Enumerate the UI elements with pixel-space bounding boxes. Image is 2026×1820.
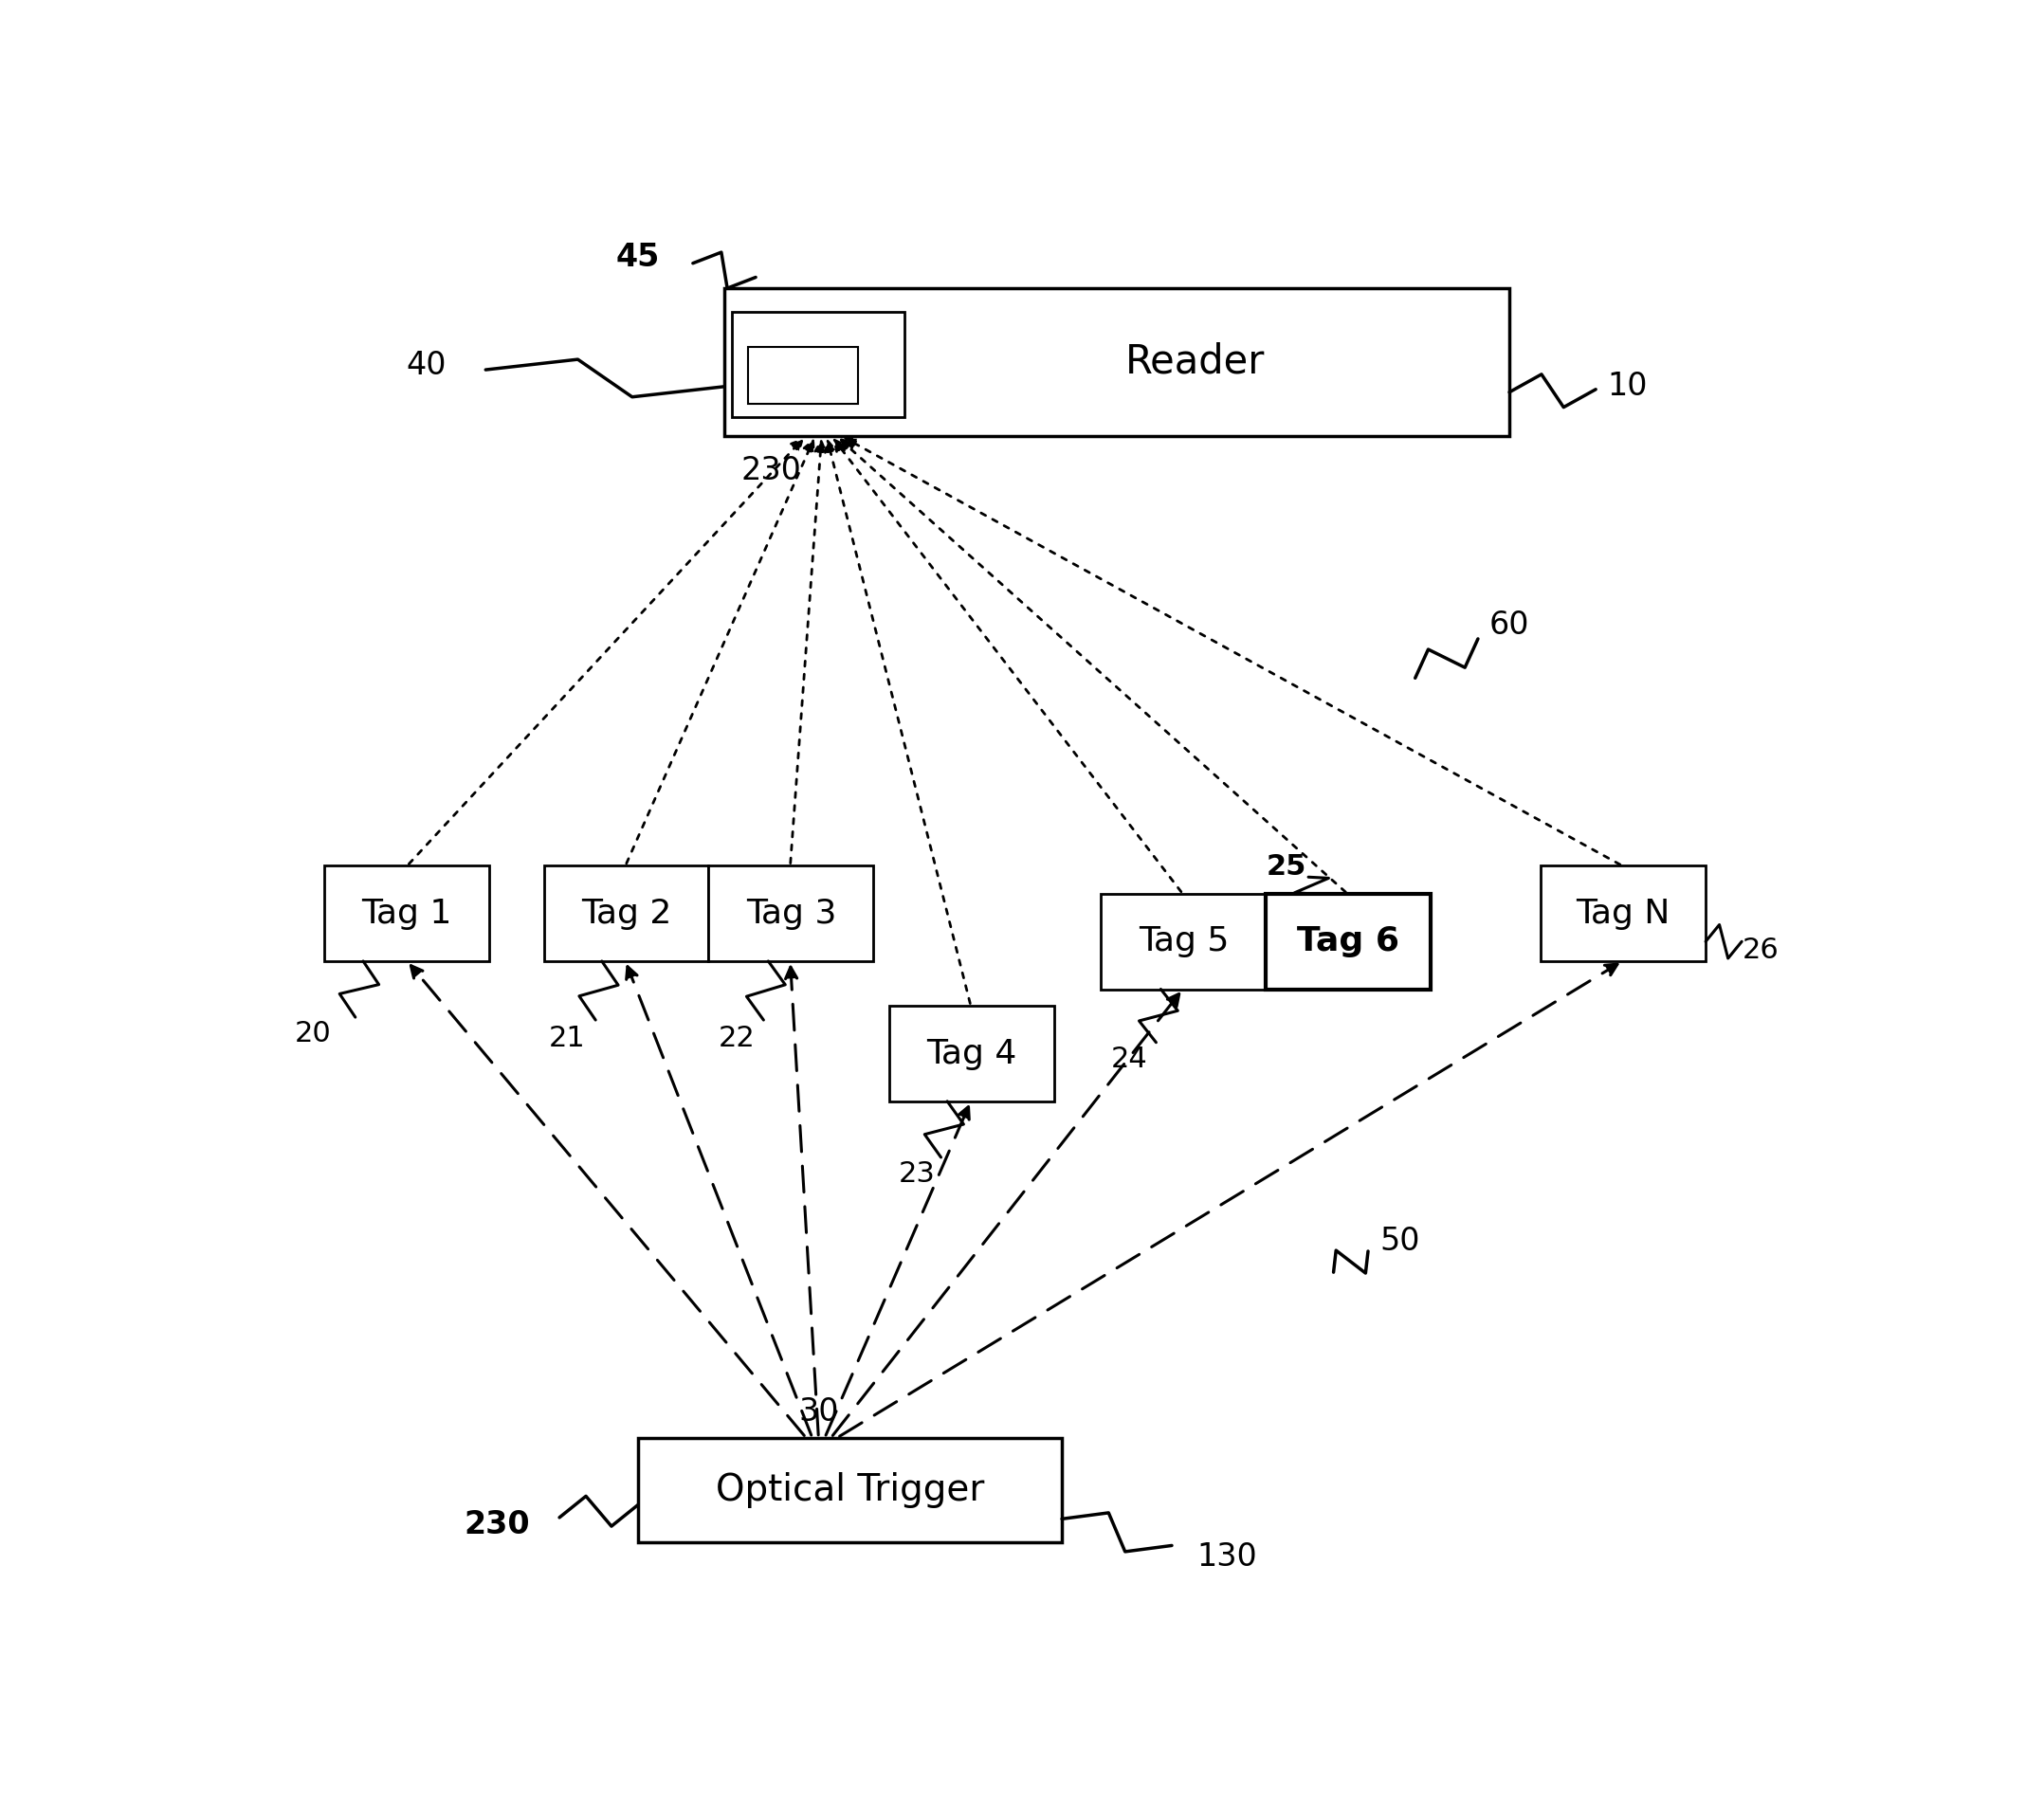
Text: 50: 50 [1380,1227,1420,1258]
Text: Tag 1: Tag 1 [361,897,452,930]
FancyBboxPatch shape [324,866,488,961]
Text: 24: 24 [1110,1045,1149,1074]
Text: 22: 22 [719,1025,756,1052]
Text: 21: 21 [549,1025,586,1052]
FancyBboxPatch shape [543,866,709,961]
Text: 60: 60 [1489,610,1530,641]
FancyBboxPatch shape [1266,894,1430,990]
Text: Tag 2: Tag 2 [581,897,671,930]
Text: 25: 25 [1266,854,1307,881]
Text: 23: 23 [900,1161,936,1188]
FancyBboxPatch shape [748,348,857,404]
Text: Optical Trigger: Optical Trigger [715,1472,985,1509]
FancyBboxPatch shape [638,1438,1062,1543]
FancyBboxPatch shape [709,866,873,961]
Text: 10: 10 [1607,371,1647,402]
Text: Tag N: Tag N [1576,897,1669,930]
FancyBboxPatch shape [1542,866,1706,961]
FancyBboxPatch shape [1102,894,1266,990]
Text: 26: 26 [1742,935,1779,963]
Text: 40: 40 [405,349,446,380]
FancyBboxPatch shape [731,313,906,417]
Text: 45: 45 [616,242,660,273]
Text: Tag 6: Tag 6 [1297,925,1400,957]
Text: Tag 3: Tag 3 [746,897,837,930]
Text: 130: 130 [1197,1542,1256,1572]
Text: Reader: Reader [1126,342,1264,382]
Text: Tag 4: Tag 4 [926,1037,1017,1070]
Text: 20: 20 [294,1021,332,1048]
Text: 30: 30 [798,1396,839,1429]
Text: 230: 230 [742,455,802,486]
Text: Tag 5: Tag 5 [1139,925,1230,957]
Text: 230: 230 [464,1509,529,1540]
FancyBboxPatch shape [725,289,1509,435]
FancyBboxPatch shape [889,1006,1054,1101]
